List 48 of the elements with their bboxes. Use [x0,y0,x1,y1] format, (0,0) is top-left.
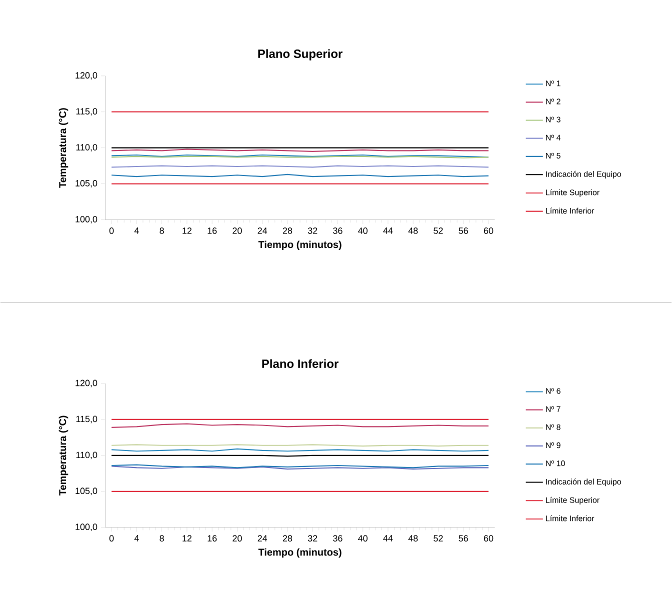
x-tick-label: 36 [333,227,342,234]
y-tick-label: 110,0 [76,452,98,460]
x-axis-title: Tiempo (minutos) [258,240,342,250]
x-tick-label: 0 [109,227,114,234]
x-tick-label: 60 [484,227,494,234]
x-tick-label: 40 [358,535,368,542]
x-tick-label: 12 [182,535,192,542]
x-tick-label: 4 [134,535,139,542]
y-tick-label: 115,0 [76,108,98,116]
x-tick-label: 32 [308,535,318,542]
y-axis-title: Temperatura (°C) [58,416,68,496]
y-tick-label: 105,0 [76,488,98,495]
x-tick-label: 8 [160,227,164,234]
chart-title: Plano Inferior [262,359,338,368]
x-tick-label: 24 [258,227,268,234]
x-tick-label: 52 [434,227,443,234]
x-tick-label: 56 [458,227,468,234]
x-tick-label: 32 [308,227,318,234]
x-tick-label: 36 [333,535,342,542]
y-tick-label: 100,0 [76,216,98,224]
x-axis-title: Tiempo (minutos) [258,548,342,558]
x-tick-label: 24 [258,535,268,542]
x-tick-label: 16 [208,535,217,542]
x-tick-label: 40 [358,227,368,234]
x-tick-label: 4 [134,227,139,234]
y-tick-label: 100,0 [76,524,98,531]
x-tick-label: 56 [458,535,468,542]
y-tick-label: 120,0 [76,72,98,80]
y-tick-label: 105,0 [76,180,98,188]
y-tick-label: 120,0 [76,380,98,388]
x-tick-label: 8 [160,535,164,542]
x-tick-label: 20 [232,227,242,234]
x-tick-label: 12 [182,227,192,234]
x-tick-label: 28 [282,535,292,542]
x-tick-label: 60 [484,535,494,542]
x-tick-label: 0 [109,535,114,542]
x-tick-label: 48 [408,535,418,542]
x-tick-label: 48 [408,227,418,234]
x-tick-label: 44 [383,535,393,542]
y-axis-title: Temperatura (°C) [58,108,68,188]
y-tick-label: 115,0 [76,416,98,424]
x-tick-label: 52 [434,535,443,542]
x-tick-label: 16 [208,227,217,234]
x-tick-label: 20 [232,535,242,542]
x-tick-label: 28 [282,227,292,234]
y-tick-label: 110,0 [76,144,98,152]
chart-title: Plano Superior [258,49,342,60]
x-tick-label: 44 [383,227,393,234]
